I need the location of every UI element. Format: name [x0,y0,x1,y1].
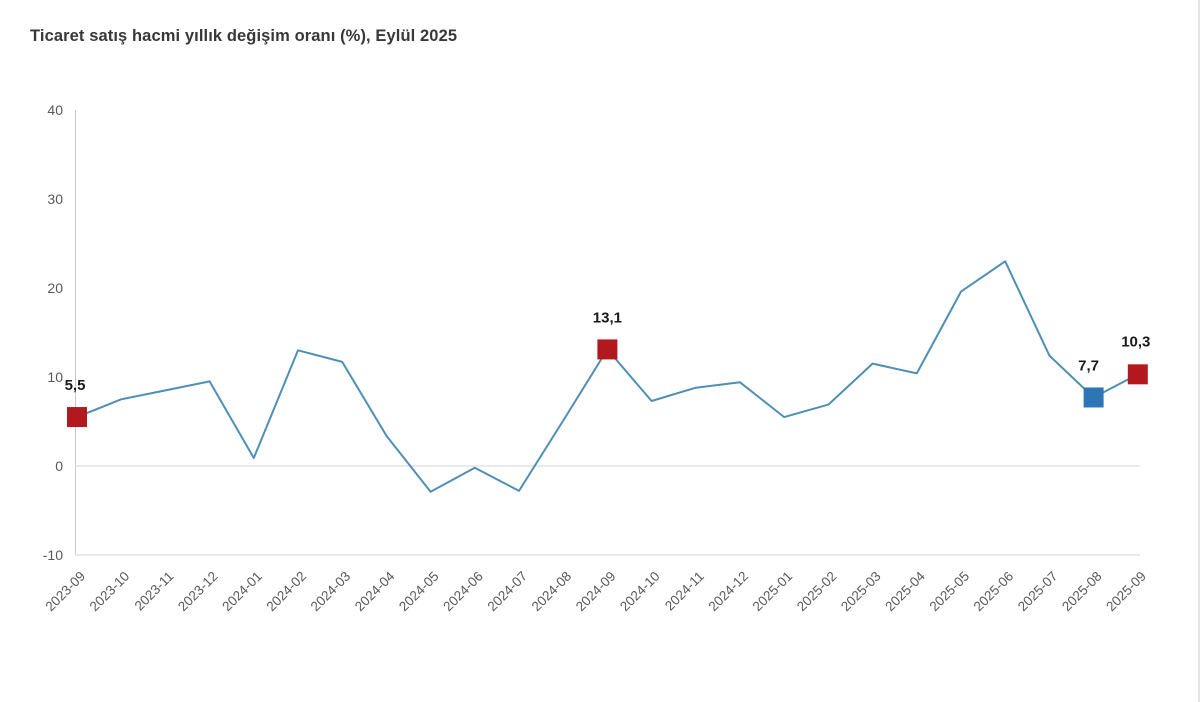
data-point-label: 13,1 [593,309,622,326]
x-tick-label: 2024-12 [705,569,751,615]
data-line [76,260,1139,493]
data-point-marker [1083,387,1104,408]
chart-title: Ticaret satış hacmi yıllık değişim oranı… [30,27,458,45]
x-tick-label: 2023-10 [87,569,133,615]
x-tick-label: 2023-11 [132,569,177,614]
x-tick-label: 2024-07 [484,569,530,615]
x-tick-label: 2024-10 [617,569,663,615]
data-point-label: 7,7 [1078,357,1099,374]
x-tick-label: 2024-05 [396,569,442,615]
y-tick-label: 0 [55,458,63,474]
x-tick-label: 2025-02 [794,569,840,615]
x-tick-label: 2023-12 [175,569,221,615]
x-tick-label: 2024-03 [308,569,354,615]
data-point-marker [597,339,618,360]
x-tick-label: 2025-06 [971,569,1017,615]
x-tick-label: 2024-06 [440,569,486,615]
y-tick-label: -10 [43,547,63,563]
y-tick-label: 40 [47,102,63,118]
x-tick-label: 2024-08 [529,569,575,615]
x-tick-label: 2025-04 [882,568,928,614]
x-tick-label: 2024-09 [573,569,619,615]
data-point-marker [1127,364,1148,385]
x-tick-label: 2025-05 [926,569,972,615]
y-tick-label: 10 [47,369,63,385]
x-tick-label: 2025-01 [750,569,796,615]
y-tick-label: 20 [47,280,63,296]
x-tick-label: 2025-08 [1059,569,1105,615]
data-point-label: 5,5 [65,377,86,394]
x-tick-label: 2025-03 [838,569,884,615]
x-tick-label: 2024-11 [662,569,707,614]
x-tick-label: 2024-04 [352,568,398,614]
x-tick-label: 2024-02 [263,569,309,615]
x-tick-label: 2023-09 [42,569,88,615]
y-tick-label: 30 [47,191,63,207]
x-tick-label: 2024-01 [219,569,265,615]
x-tick-label: 2025-09 [1103,569,1149,615]
x-tick-label: 2025-07 [1015,569,1061,615]
data-point-marker [67,407,87,428]
data-point-label: 10,3 [1121,333,1150,350]
